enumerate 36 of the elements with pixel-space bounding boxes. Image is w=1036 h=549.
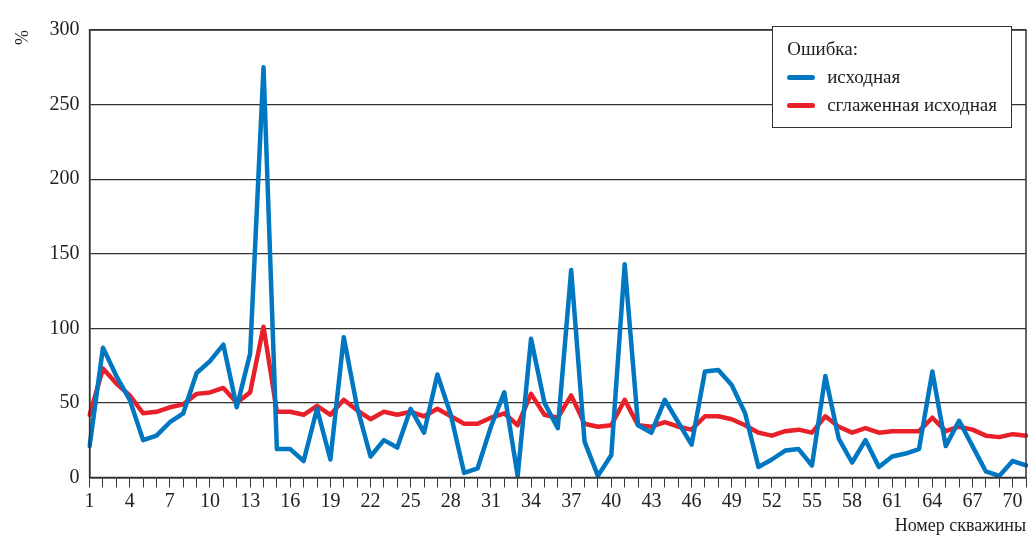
x-tick-label: 43 — [641, 488, 662, 511]
x-tick-label: 31 — [480, 488, 501, 511]
x-tick-label: 10 — [199, 488, 220, 511]
x-tick-label: 4 — [124, 488, 135, 511]
x-tick-label: 58 — [842, 488, 863, 511]
x-tick-label: 25 — [400, 488, 421, 511]
x-tick-label: 37 — [561, 488, 582, 511]
legend-title: Ошибка: — [787, 37, 859, 61]
x-tick-label: 40 — [601, 488, 622, 511]
y-tick-label: 50 — [59, 390, 80, 413]
x-tick-label: 70 — [1002, 488, 1023, 511]
y-tick-label: 150 — [49, 240, 80, 263]
x-tick-label: 28 — [440, 488, 461, 511]
x-tick-label: 16 — [280, 488, 301, 511]
y-tick-label: 100 — [49, 315, 80, 338]
y-tick-label: 250 — [49, 91, 80, 114]
x-axis-title: Номер скважины — [894, 514, 1026, 535]
x-tick-label: 46 — [681, 488, 702, 511]
x-tick-label: 13 — [240, 488, 261, 511]
legend-label: исходная — [827, 65, 901, 89]
x-tick-label: 19 — [320, 488, 341, 511]
legend-label: сглаженная исходная — [827, 93, 997, 117]
y-tick-label: 300 — [49, 17, 80, 40]
x-tick-label: 34 — [521, 488, 542, 511]
x-tick-label: 49 — [721, 488, 742, 511]
x-tick-label: 52 — [761, 488, 782, 511]
x-tick-label: 55 — [801, 488, 822, 511]
x-tick-label: 64 — [922, 488, 943, 511]
x-tick-label: 61 — [882, 488, 903, 511]
x-tick-label: 67 — [962, 488, 983, 511]
x-tick-label: 7 — [164, 488, 175, 511]
x-tick-label: 22 — [360, 488, 381, 511]
y-tick-label: 200 — [49, 166, 80, 189]
x-tick-label: 1 — [84, 488, 95, 511]
y-axis-title: % — [11, 30, 32, 45]
y-tick-label: 0 — [69, 464, 80, 487]
